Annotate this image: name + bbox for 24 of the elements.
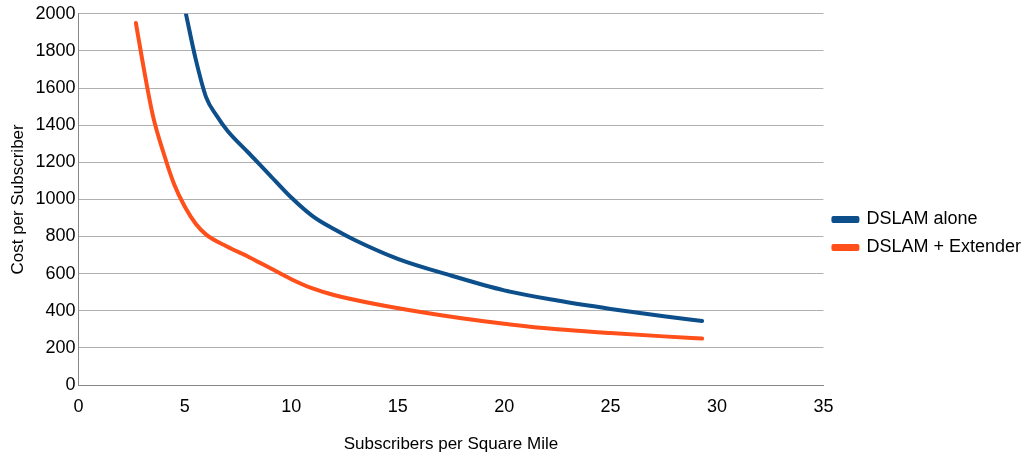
x-tick-label: 25 [600,395,621,416]
line-series [183,13,705,323]
x-tick-label: 35 [813,395,834,416]
x-tick-label: 10 [281,395,302,416]
x-tick-label: 30 [706,395,728,416]
y-tick-label: 400 [45,299,76,320]
y-tick-label: 1200 [35,151,76,172]
y-tick-label: 1000 [35,188,76,209]
y-tick-label: 2000 [35,2,76,23]
y-tick-label: 0 [65,373,76,394]
y-tick-label: 1600 [35,77,76,98]
x-axis-title: Subscribers per Square Mile [343,434,559,454]
line-series [133,21,705,341]
x-tick-label: 5 [179,395,190,416]
legend-label: DSLAM alone [866,208,978,229]
y-tick-label: 200 [45,336,76,357]
x-tick-label: 20 [494,395,515,416]
y-tick-label: 800 [45,225,76,246]
y-tick-label: 600 [45,262,76,283]
y-tick-label: 1400 [35,114,76,135]
y-axis-title: Cost per Subscriber [7,123,27,275]
y-tick-label: 1800 [35,39,76,60]
legend-label: DSLAM + Extender [866,236,1022,257]
x-tick-label: 15 [387,395,408,416]
